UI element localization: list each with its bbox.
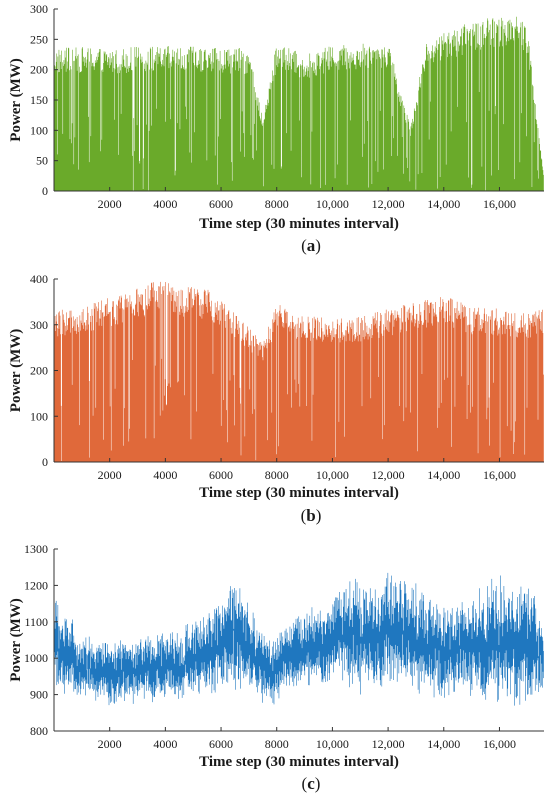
panel-caption: (a) <box>301 236 321 255</box>
y-tick-label: 0 <box>42 455 48 469</box>
panel-caption-letter: c <box>307 774 315 793</box>
x-axis-label: Time step (30 minutes interval) <box>199 485 399 501</box>
y-axis-label: Power (MW) <box>8 598 24 681</box>
x-tick-label: 16,000 <box>483 468 516 482</box>
x-tick-label: 10,000 <box>316 737 349 751</box>
y-tick-label: 200 <box>30 364 48 378</box>
panel-caption: (b) <box>301 506 322 525</box>
series-line <box>54 16 544 191</box>
x-tick-label: 8000 <box>265 468 289 482</box>
y-tick-label: 1000 <box>24 651 48 665</box>
panel-caption: (c) <box>302 774 321 793</box>
y-tick-label: 100 <box>30 409 48 423</box>
y-axis-label: Power (MW) <box>8 329 24 412</box>
x-axis-label: Time step (30 minutes interval) <box>199 754 399 770</box>
series-line <box>54 572 544 706</box>
x-tick-label: 8000 <box>265 737 289 751</box>
panel-c: 800 900 1000 1100 1200 1300 2000 4000 6000 8000 10… <box>8 542 544 793</box>
x-tick-label: 16,000 <box>483 737 516 751</box>
y-tick-label: 1300 <box>24 542 48 556</box>
x-tick-label: 14,000 <box>427 737 460 751</box>
x-tick-label: 2000 <box>98 197 122 211</box>
x-tick-label: 4000 <box>153 737 177 751</box>
x-tick-label: 16,000 <box>483 197 516 211</box>
y-tick-label: 150 <box>30 93 48 107</box>
x-tick-label: 14,000 <box>427 468 460 482</box>
y-tick-label: 300 <box>30 2 48 16</box>
x-tick-label: 2000 <box>98 737 122 751</box>
x-axis-label: Time step (30 minutes interval) <box>199 216 399 232</box>
panel-caption-letter: b <box>306 506 315 525</box>
x-tick-label: 4000 <box>153 468 177 482</box>
x-tick-label: 6000 <box>209 737 233 751</box>
x-tick-label: 12,000 <box>372 197 405 211</box>
y-tick-label: 1100 <box>24 615 48 629</box>
x-tick-label: 6000 <box>209 468 233 482</box>
y-tick-label: 400 <box>30 272 48 286</box>
y-tick-label: 250 <box>30 32 48 46</box>
x-tick-label: 14,000 <box>427 197 460 211</box>
x-tick-label: 12,000 <box>372 737 405 751</box>
y-tick-label: 300 <box>30 318 48 332</box>
panel-b: 0 100 200 300 400 2000 4000 6000 8000 10,000 12,00… <box>8 272 544 525</box>
y-tick-label: 900 <box>30 688 48 702</box>
y-tick-label: 1200 <box>24 578 48 592</box>
x-tick-label: 8000 <box>265 197 289 211</box>
x-tick-label: 2000 <box>98 468 122 482</box>
y-tick-label: 800 <box>30 724 48 738</box>
x-tick-label: 12,000 <box>372 468 405 482</box>
x-tick-label: 10,000 <box>316 197 349 211</box>
y-tick-label: 200 <box>30 63 48 77</box>
y-tick-label: 100 <box>30 123 48 137</box>
y-tick-label: 50 <box>36 154 48 168</box>
x-tick-label: 4000 <box>153 197 177 211</box>
x-tick-label: 6000 <box>209 197 233 211</box>
panel-a: 0 50 100 150 200 250 300 2000 4000 6000 8000 10,000… <box>8 2 544 255</box>
x-tick-label: 10,000 <box>316 468 349 482</box>
y-axis-label: Power (MW) <box>8 58 24 141</box>
series-line <box>54 281 544 462</box>
y-tick-label: 0 <box>42 184 48 198</box>
panel-caption-letter: a <box>307 236 316 255</box>
